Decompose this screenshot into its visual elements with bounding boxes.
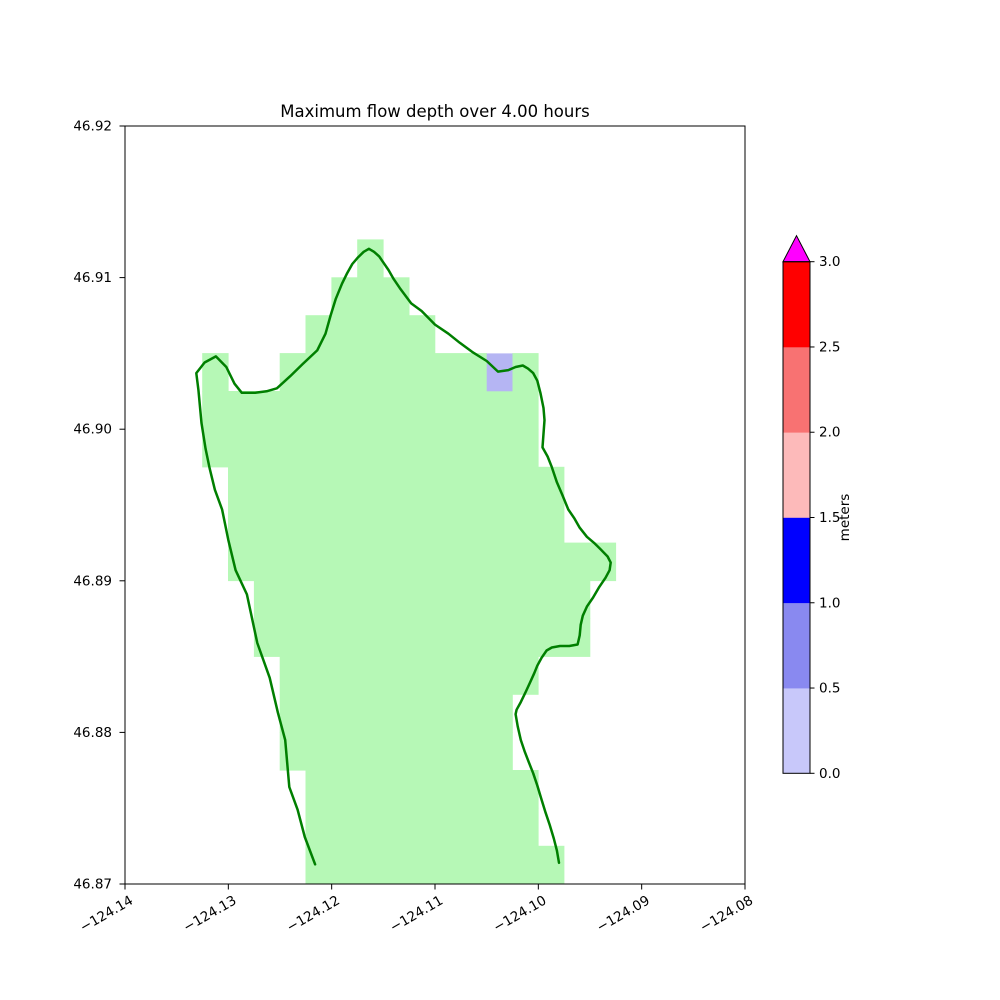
land-cell-block	[305, 807, 539, 847]
colorbar-segments	[783, 261, 810, 774]
land-cell-block	[305, 845, 565, 884]
land-cell-block	[279, 656, 539, 695]
land-cell-block	[305, 315, 436, 354]
y-tick-label: 46.89	[73, 573, 112, 589]
colorbar-segment	[783, 687, 810, 774]
colorbar-ticks: 0.0 0.5 1.0 1.5 2.0 2.5 3.0	[810, 254, 840, 782]
coastline-path	[195, 247, 612, 866]
land-cell-block	[202, 428, 539, 468]
colorbar-axis-label: meters	[837, 494, 853, 542]
land-cell-block	[228, 466, 565, 506]
land-cell-block	[357, 239, 384, 278]
land-cell-block	[305, 770, 539, 809]
land-cell-block	[228, 542, 617, 582]
land-cell-block	[512, 353, 539, 392]
colorbar-segment	[783, 261, 810, 348]
colorbar-tick-label: 1.5	[819, 510, 840, 526]
colorbar-segment	[783, 602, 810, 689]
land-cell-block	[228, 504, 565, 544]
y-tick-label: 46.87	[73, 877, 112, 893]
colorbar-tick-label: 3.0	[819, 254, 840, 270]
colorbar-segment	[783, 517, 810, 604]
y-tick-label: 46.91	[73, 270, 112, 286]
land-cell-block	[202, 353, 229, 392]
land-region	[202, 239, 617, 884]
colorbar-tick-label: 0.0	[819, 766, 840, 782]
land-cell-block	[279, 732, 513, 771]
land-cell-block	[279, 353, 487, 392]
y-axis: 46.92 46.91 46.90 46.89 46.88 46.87	[73, 119, 125, 893]
y-tick-label: 46.90	[73, 422, 112, 438]
colorbar-tick-label: 2.5	[819, 339, 840, 355]
map-area	[195, 239, 617, 884]
colorbar-tick-label: 1.0	[819, 595, 840, 611]
land-cell-block	[202, 391, 539, 430]
y-tick-label: 46.88	[73, 725, 112, 741]
colorbar: 0.0 0.5 1.0 1.5 2.0 2.5 3.0 meters	[782, 234, 853, 782]
colorbar-tick-label: 0.5	[819, 681, 840, 697]
colorbar-segment	[783, 346, 810, 433]
y-tick-label: 46.92	[73, 119, 112, 135]
colorbar-tick-label: 2.0	[819, 425, 840, 441]
land-cell-block	[253, 580, 591, 619]
land-cell-block	[279, 694, 513, 733]
colorbar-segment	[783, 431, 810, 518]
plot-title: Maximum flow depth over 4.00 hours	[280, 102, 589, 121]
land-cell-block	[253, 618, 591, 657]
